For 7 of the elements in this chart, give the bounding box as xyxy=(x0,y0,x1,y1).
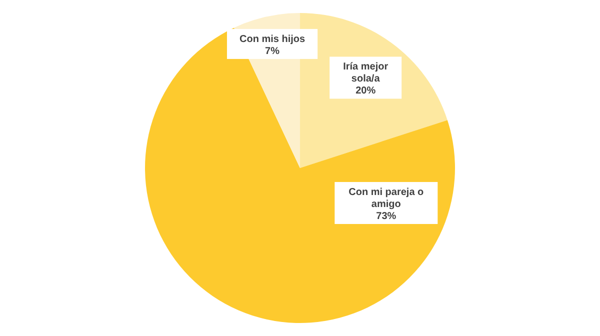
slice-label: Iría mejor sola/a xyxy=(343,62,388,85)
data-label: 73% xyxy=(376,211,396,222)
slice-label: Con mis hijos xyxy=(239,34,306,45)
pie-slice xyxy=(145,28,455,323)
slice-label: Con mi pareja o amigo xyxy=(348,187,424,210)
data-label: 7% xyxy=(265,46,280,57)
data-label: 20% xyxy=(356,86,376,97)
